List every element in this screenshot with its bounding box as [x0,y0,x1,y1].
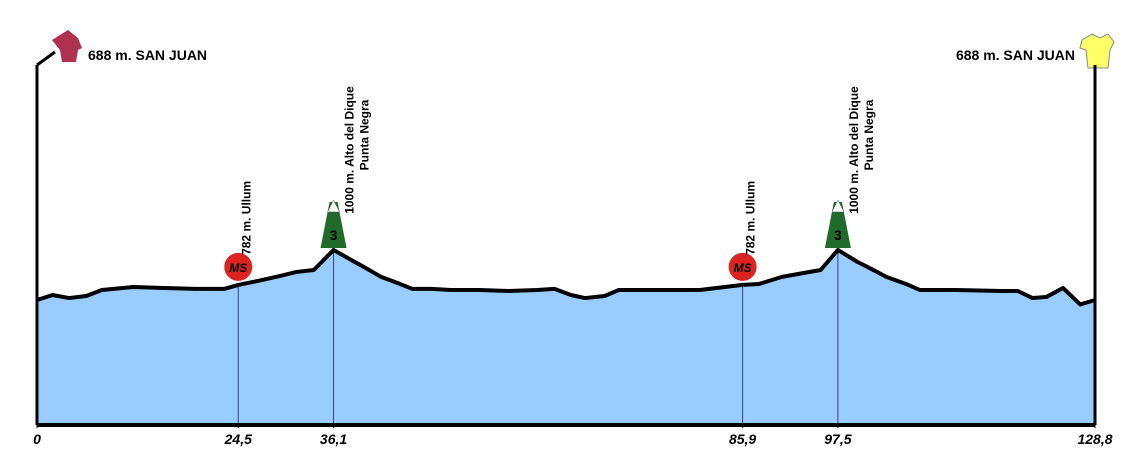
x-tick-label: 36,1 [320,431,347,447]
mountain-category: 3 [834,227,842,243]
start-flag-pole [36,50,56,67]
start-jersey [52,30,82,62]
marker-sublabel: Punta Negra [358,99,372,170]
profile-line [36,247,1096,307]
start-label: 688 m. SAN JUAN [88,47,207,63]
finish-label: 688 m. SAN JUAN [956,47,1075,63]
mountain-snow [327,199,340,213]
x-tick-label: 85,9 [729,431,756,447]
sprint-icon-text: MS [734,261,752,275]
mountain-icon [320,201,347,248]
x-tick-label: 24,5 [224,431,252,447]
marker-label: 1000 m. Alto del Dique [847,86,861,214]
x-tick-label: 0 [33,431,41,447]
mountain-icon [824,201,851,248]
mountain-snow [831,199,845,213]
sprint-icon [728,252,757,281]
plot [36,247,1096,425]
marker-sublabel: Punta Negra [862,99,876,170]
marker-label: 782 m. Ullum [239,181,253,255]
x-tick-label: 97,5 [824,431,851,447]
mountain-category: 3 [330,227,338,243]
sprint-icon [224,252,253,281]
marker-label: 1000 m. Alto del Dique [343,86,357,214]
finish-jersey [1079,33,1115,69]
marker-label: 782 m. Ullum [744,181,758,255]
x-tick-label: 128,8 [1077,431,1112,447]
area-fill [37,249,1095,425]
sprint-icon-text: MS [229,261,247,275]
